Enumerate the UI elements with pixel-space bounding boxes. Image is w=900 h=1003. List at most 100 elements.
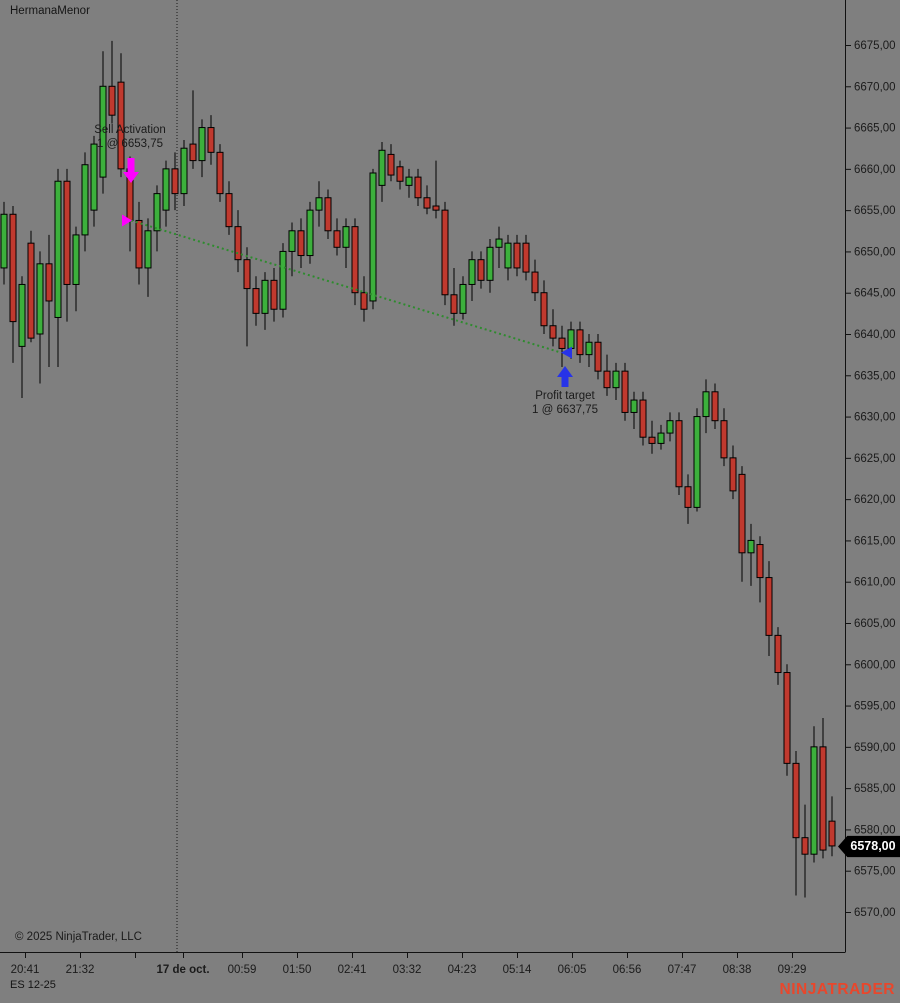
candle-body — [684, 486, 692, 508]
price-tick-label: 6655,00 — [854, 205, 896, 217]
candle-body — [576, 329, 584, 356]
candle-body — [207, 127, 215, 153]
candle-body — [90, 143, 98, 211]
candle-body — [108, 85, 116, 116]
candle-body — [558, 337, 566, 349]
candle-body — [459, 283, 467, 314]
candle-body — [585, 341, 593, 356]
candle-body — [495, 238, 503, 248]
price-tick-label: 6570,00 — [854, 907, 896, 919]
candle-body — [765, 577, 773, 636]
candle-body — [549, 325, 557, 339]
time-tick-label: 20:41 — [11, 964, 40, 976]
price-tick-label: 6645,00 — [854, 288, 896, 300]
candle-body — [315, 197, 323, 211]
sell-activation-label: Sell Activation — [94, 124, 166, 136]
candle-body — [225, 193, 233, 228]
candle-body — [54, 180, 62, 318]
candle-body — [378, 149, 386, 186]
candle-body — [666, 420, 674, 434]
candle-body — [144, 230, 152, 269]
candle-body — [306, 209, 314, 257]
price-tick-label: 6620,00 — [854, 494, 896, 506]
candle-body — [594, 341, 602, 372]
candle-body — [333, 230, 341, 248]
candle-body — [234, 226, 242, 261]
price-axis: 6675,00 6670,00 6665,00 6660,00 6655,00 6650,… — [845, 0, 896, 953]
sell-entry-triangle-icon[interactable] — [122, 214, 132, 227]
candle-body — [324, 197, 332, 232]
candle-body — [477, 259, 485, 281]
time-tick-label: 21:32 — [66, 964, 95, 976]
candle-body — [99, 85, 107, 178]
candle-body — [162, 168, 170, 211]
candle-body — [171, 168, 179, 195]
price-tick-label: 6600,00 — [854, 659, 896, 671]
profit-target-annotation[interactable]: Profit target 1 @ 6637,75 — [532, 390, 598, 417]
time-tick-label: 01:50 — [283, 964, 312, 976]
time-tick-label: 00:59 — [228, 964, 257, 976]
time-tick-label: 02:41 — [338, 964, 367, 976]
price-tick-label: 6610,00 — [854, 577, 896, 589]
candle-body — [81, 164, 89, 236]
profit-exit-triangle-icon[interactable] — [561, 346, 572, 359]
time-tick-label: 06:05 — [558, 964, 587, 976]
candle-body — [396, 166, 404, 182]
candle-body — [342, 226, 350, 248]
candle-body — [180, 147, 188, 195]
candle-body — [63, 180, 71, 285]
time-tick-label: 09:29 — [778, 964, 807, 976]
time-tick-label: 05:14 — [503, 964, 532, 976]
candle-body — [414, 176, 422, 199]
candle-body — [27, 242, 35, 339]
copyright-text: © 2025 NinjaTrader, LLC — [15, 931, 142, 943]
candle-body — [810, 746, 818, 855]
candle-body — [423, 197, 431, 209]
candle-body — [252, 288, 260, 314]
candle-body — [828, 820, 836, 847]
candle-body — [468, 259, 476, 285]
price-tick-label: 6605,00 — [854, 618, 896, 630]
time-axis: 20:41 21:32 17 de oct. 00:59 01:50 02:41 03:32… — [0, 952, 845, 976]
price-tick-label: 6640,00 — [854, 329, 896, 341]
price-tick-label: 6635,00 — [854, 370, 896, 382]
candle-body — [243, 259, 251, 290]
candle-body — [522, 242, 530, 273]
candle-body — [531, 271, 539, 294]
candle-body — [774, 634, 782, 674]
candle-body — [639, 399, 647, 438]
ninjatrader-logo: NINJATRADER — [779, 981, 895, 998]
candle-body — [297, 230, 305, 257]
candle-body — [729, 457, 737, 492]
price-tick-label: 6630,00 — [854, 412, 896, 424]
candle-body — [738, 473, 746, 554]
candle-body — [117, 81, 125, 170]
candle-body — [693, 416, 701, 508]
price-tick-label: 6615,00 — [854, 535, 896, 547]
sell-arrow-down-icon[interactable] — [123, 158, 139, 183]
candle-body — [0, 213, 8, 269]
price-tick-label: 6595,00 — [854, 701, 896, 713]
profit-target-label: Profit target — [535, 390, 595, 402]
candle-body — [9, 213, 17, 323]
candle-body — [153, 193, 161, 232]
candle-body — [711, 391, 719, 422]
profit-arrow-up-icon[interactable] — [557, 366, 573, 387]
time-tick-label: 06:56 — [613, 964, 642, 976]
chart-title: HermanaMenor — [10, 5, 90, 17]
candle-body — [198, 127, 206, 162]
candle-body — [612, 370, 620, 389]
candle-body — [513, 242, 521, 269]
candle-body — [756, 544, 764, 579]
candle-body — [819, 746, 827, 851]
price-tick-label: 6675,00 — [854, 40, 896, 52]
candle-body — [216, 151, 224, 195]
sell-activation-price: 1 @ 6653,75 — [96, 137, 164, 150]
price-tick-label: 6575,00 — [854, 866, 896, 878]
price-tick-label: 6580,00 — [854, 824, 896, 836]
time-tick-label: 03:32 — [393, 964, 422, 976]
candle-body — [657, 432, 665, 444]
sell-activation-annotation[interactable]: Sell Activation 1 @ 6653,75 — [94, 124, 166, 151]
